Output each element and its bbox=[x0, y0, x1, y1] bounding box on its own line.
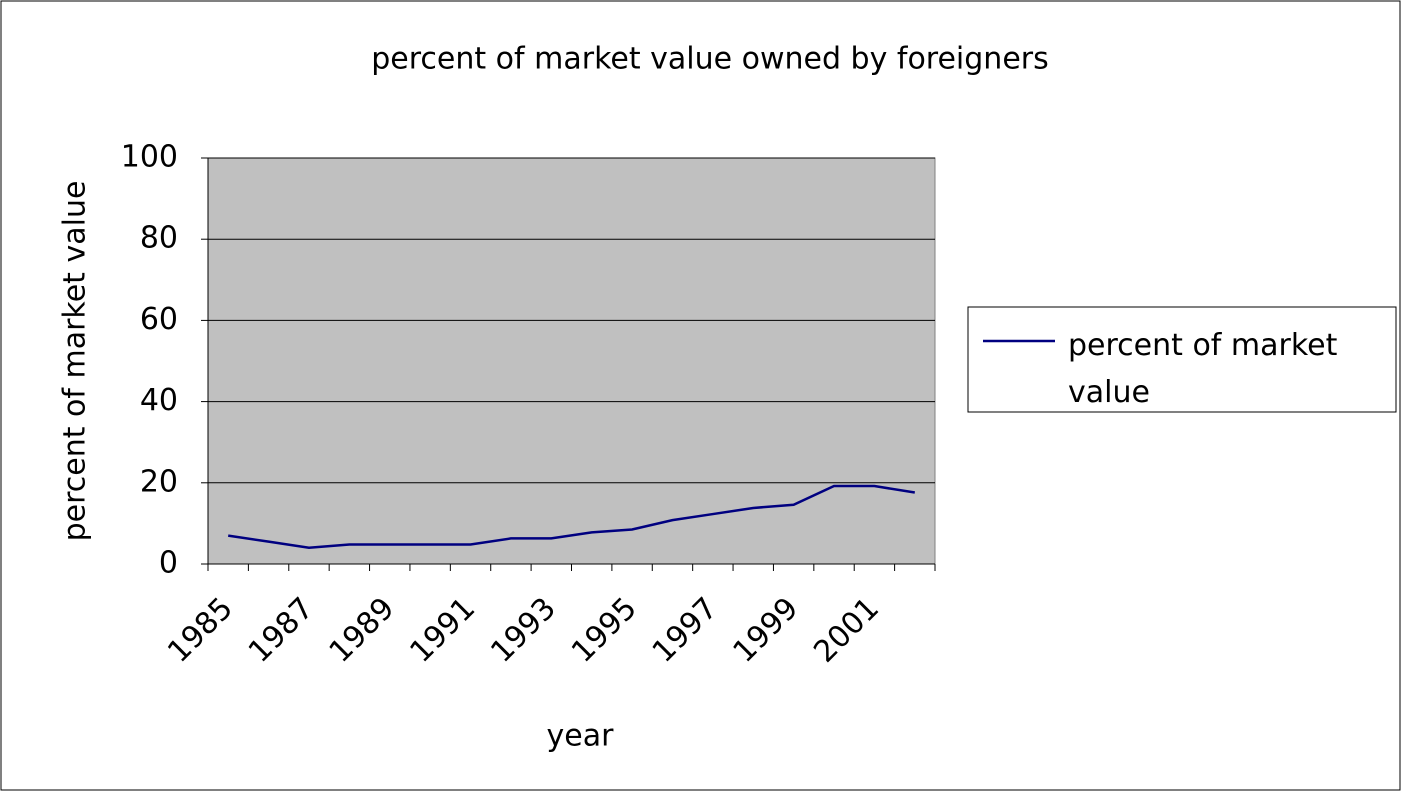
plot-area bbox=[207, 157, 936, 565]
x-axis-label: year bbox=[547, 719, 615, 754]
chart-title: percent of market value owned by foreign… bbox=[371, 42, 1049, 77]
y-axis-label: percent of market value bbox=[58, 181, 93, 542]
y-tick-label: 80 bbox=[140, 221, 178, 256]
y-tick-label: 100 bbox=[121, 140, 178, 175]
legend-label: percent of market value bbox=[1068, 328, 1338, 410]
y-tick-label: 60 bbox=[140, 302, 178, 337]
y-tick-label: 20 bbox=[140, 464, 178, 499]
legend-box bbox=[967, 306, 1397, 413]
data-line bbox=[228, 484, 916, 550]
y-tick-label: 40 bbox=[140, 383, 178, 418]
y-tick-label: 0 bbox=[159, 546, 178, 581]
